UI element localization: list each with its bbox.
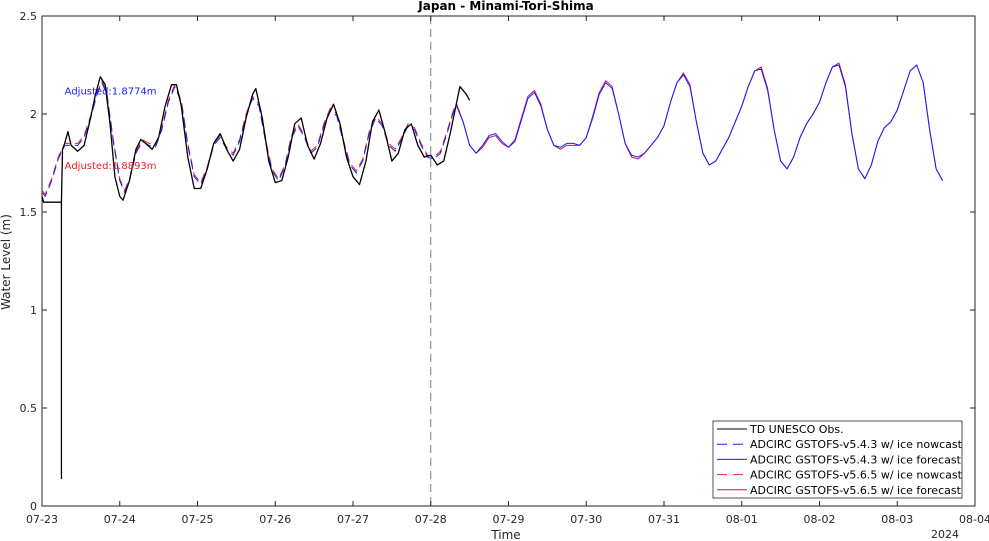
legend-label: ADCIRC GSTOFS-v5.6.5 w/ ice nowcast xyxy=(750,469,963,482)
plot-clip-group xyxy=(42,16,944,506)
x-tick-label: 07-23 xyxy=(26,513,58,526)
legend-label: ADCIRC GSTOFS-v5.4.3 w/ ice forecast xyxy=(750,453,962,466)
x-tick-label: 08-02 xyxy=(804,513,836,526)
x-axis-ticks: 07-23 07-24 07-25 07-26 07-27 07-28 07-29 07-30… xyxy=(26,16,989,526)
annotations: Adjusted:1.8774m Adjusted:1.8893m xyxy=(65,86,157,171)
x-tick-label: 07-31 xyxy=(648,513,680,526)
x-axis-title: Time xyxy=(490,528,520,541)
legend-box xyxy=(712,420,963,499)
y-tick-label: 0.5 xyxy=(20,402,38,415)
y-tick-label: 2 xyxy=(30,108,37,121)
series-line-3 xyxy=(42,80,458,195)
y-tick-label: 0 xyxy=(30,500,37,513)
legend: TD UNESCO Obs. ADCIRC GSTOFS-v5.4.3 w/ ic… xyxy=(712,420,963,499)
legend-label: TD UNESCO Obs. xyxy=(749,423,844,436)
year-label: 2024 xyxy=(931,528,959,541)
series-line-2 xyxy=(456,64,944,181)
adjusted-annotation: Adjusted:1.8893m xyxy=(65,161,157,172)
y-tick-label: 1.5 xyxy=(20,206,38,219)
x-tick-label: 07-24 xyxy=(104,513,136,526)
legend-label: ADCIRC GSTOFS-v5.6.5 w/ ice forecast xyxy=(750,484,962,497)
x-tick-label: 07-26 xyxy=(259,513,291,526)
adjusted-annotation: Adjusted:1.8774m xyxy=(65,86,157,97)
x-tick-label: 08-03 xyxy=(881,513,913,526)
chart-title: Japan - Minami-Tori-Shima xyxy=(417,0,593,13)
x-tick-label: 07-25 xyxy=(182,513,214,526)
legend-entries: TD UNESCO Obs. ADCIRC GSTOFS-v5.4.3 w/ ic… xyxy=(717,423,963,497)
y-tick-label: 2.5 xyxy=(20,10,38,23)
y-tick-label: 1 xyxy=(30,304,37,317)
legend-label: ADCIRC GSTOFS-v5.4.3 w/ ice nowcast xyxy=(750,438,963,451)
x-tick-label: 07-29 xyxy=(493,513,525,526)
x-tick-label: 08-01 xyxy=(726,513,758,526)
x-tick-label: 07-30 xyxy=(570,513,602,526)
x-tick-label: 07-27 xyxy=(337,513,369,526)
y-axis-ticks: 0 0.5 1 1.5 2 2.5 xyxy=(20,10,975,513)
series-line-0 xyxy=(42,76,471,480)
x-tick-label: 07-28 xyxy=(415,513,447,526)
y-axis-title: Water Level (m) xyxy=(0,214,13,310)
x-tick-label: 08-04 xyxy=(959,513,989,526)
